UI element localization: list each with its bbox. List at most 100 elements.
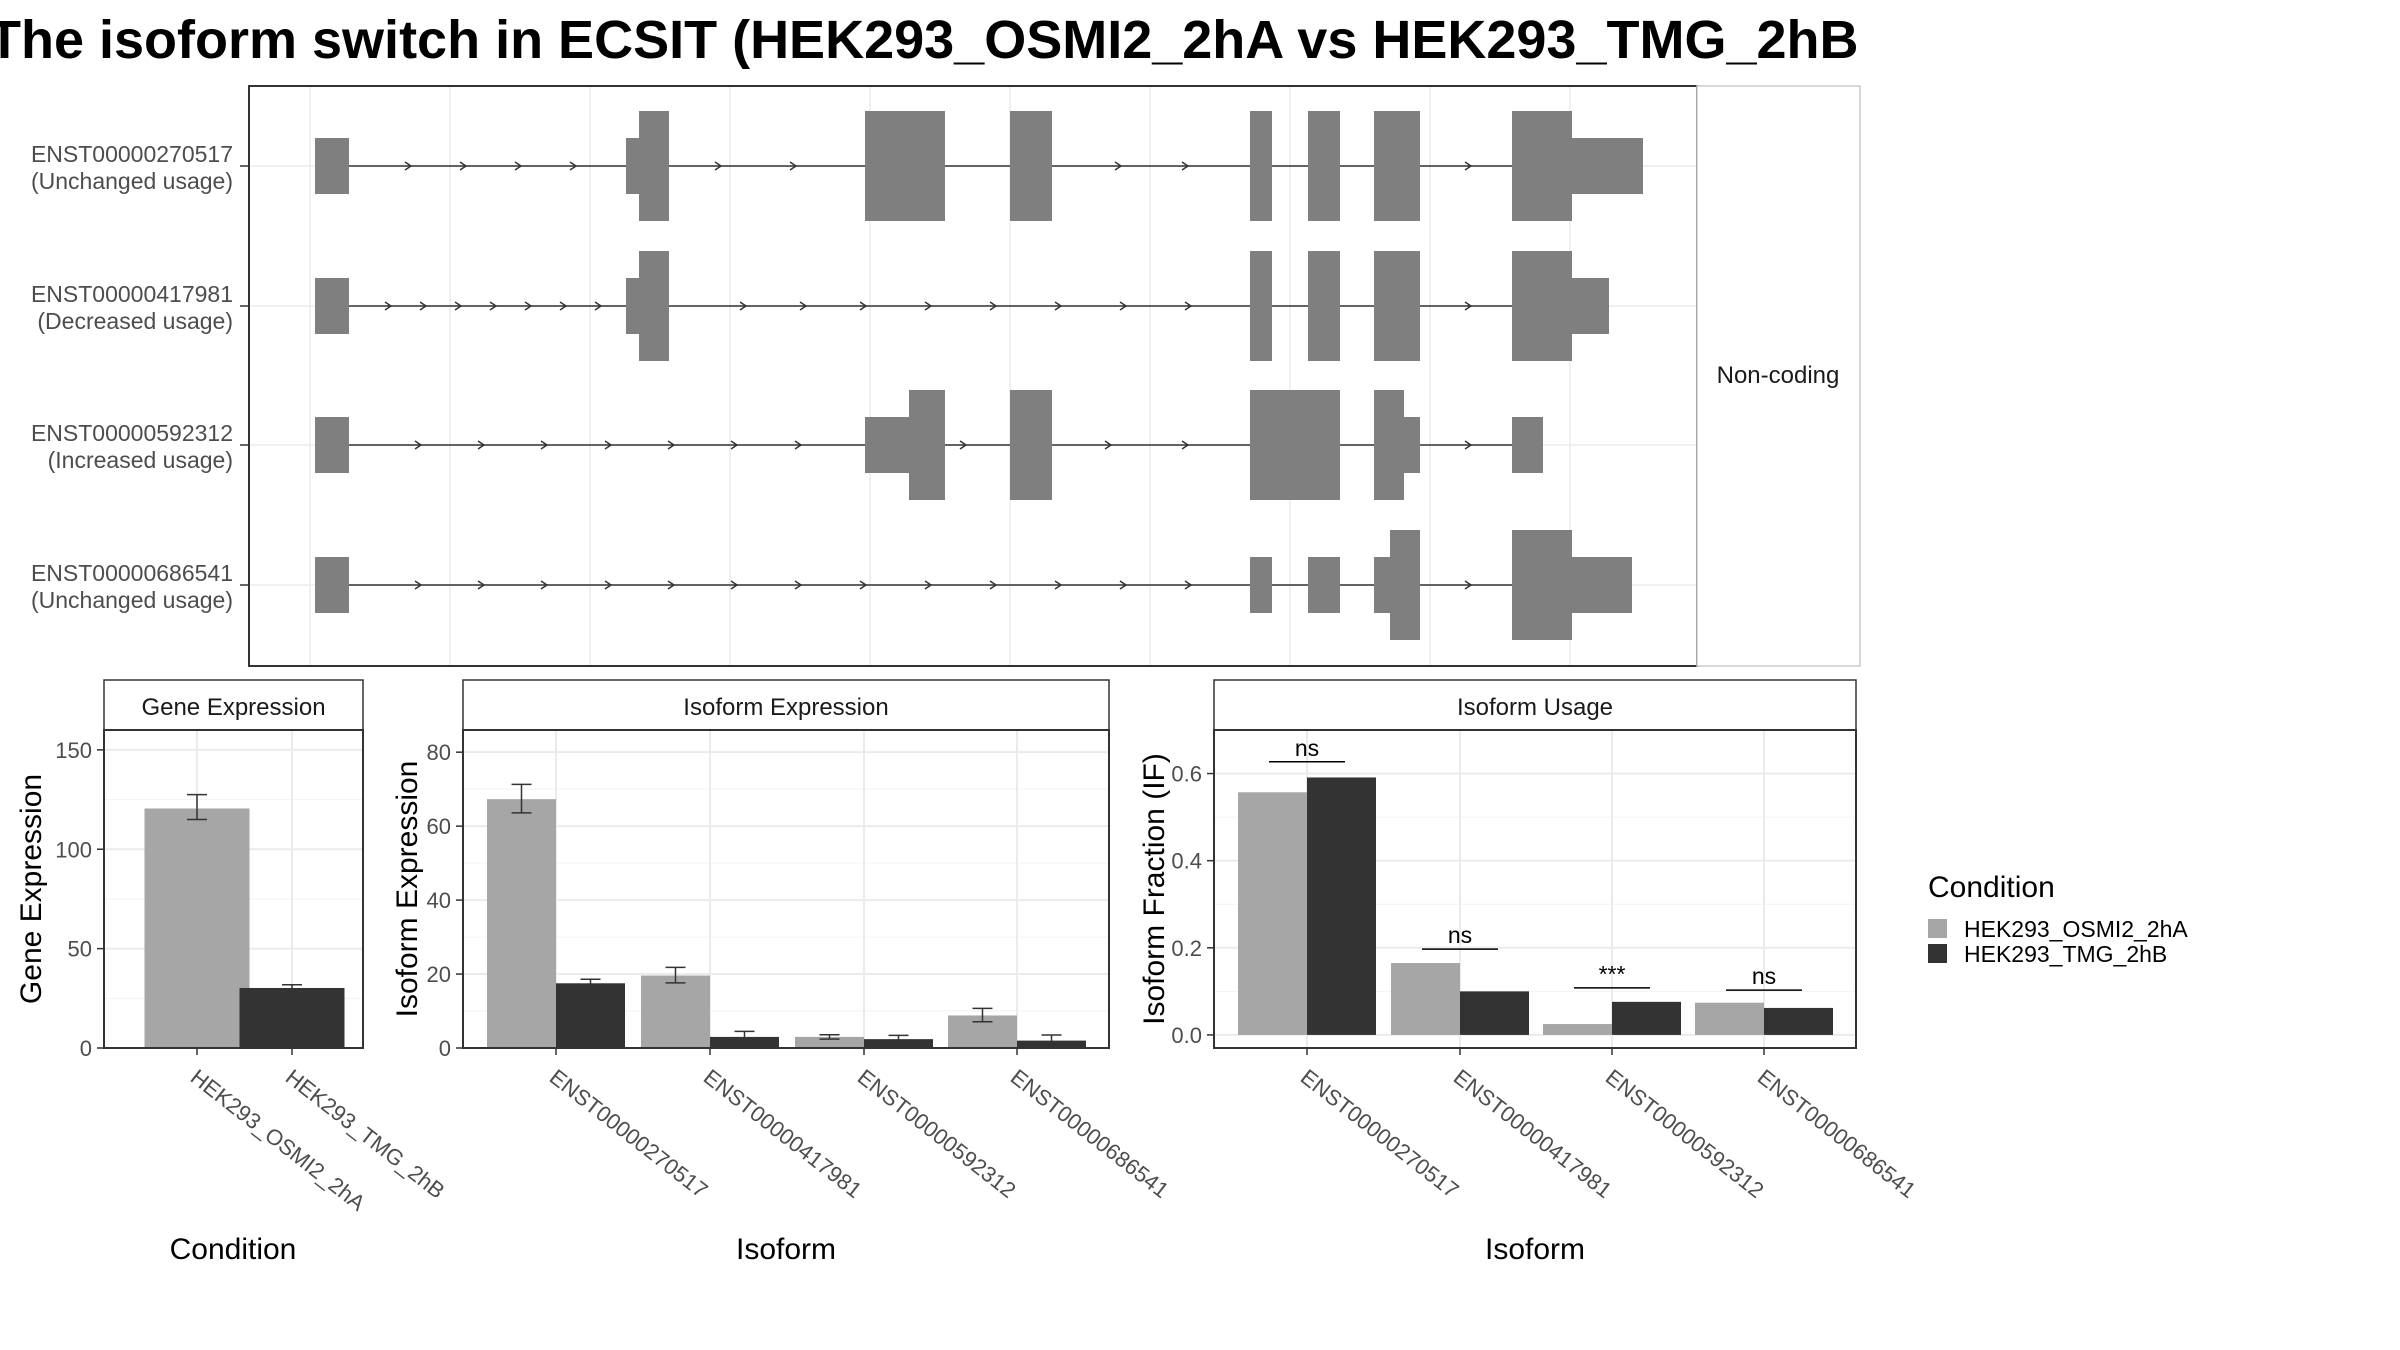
intron-arrow — [1181, 161, 1190, 171]
intron-arrow — [459, 161, 468, 171]
bar-ENST00000686541 — [1695, 1002, 1764, 1035]
panel-border — [1213, 729, 1857, 1049]
isoform-id-label: ENST00000417981 — [31, 281, 233, 307]
y-axis-title: Gene Expression — [15, 774, 48, 1004]
bar-ENST00000417981 — [1460, 991, 1529, 1035]
bar-ENST00000417981 — [1391, 963, 1460, 1035]
bar-ENST00000270517 — [1307, 777, 1376, 1035]
structure-transcripts — [315, 111, 1643, 640]
coding-exon — [1374, 390, 1404, 500]
error-bar — [580, 978, 601, 988]
bar-ENST00000270517 — [556, 983, 625, 1048]
intron-arrow — [1054, 301, 1063, 311]
intron-arrow — [794, 440, 803, 450]
coding-exon — [639, 251, 669, 361]
panel-border — [462, 729, 1110, 1049]
structure-plot-background — [249, 86, 1697, 666]
y-tick-label: 0 — [439, 1036, 451, 1061]
figure-title: The isoform switch in ECSIT (HEK293_OSMI… — [0, 10, 1859, 70]
legend-label-tmg: HEK293_TMG_2hB — [1964, 941, 2167, 967]
significance-label: *** — [1599, 961, 1626, 987]
coding-exon — [1250, 251, 1272, 361]
y-tick-label: 20 — [427, 962, 451, 987]
panel-border — [103, 729, 364, 1049]
isoform-structure-panel: Non-coding ENST00000270517(Unchanged usa… — [31, 85, 1861, 667]
error-bar — [187, 793, 207, 821]
coding-exon — [1250, 390, 1340, 500]
error-bar — [282, 984, 302, 993]
transcript-ENST00000686541 — [315, 530, 1632, 640]
x-tick-label: ENST00000417981 — [1449, 1064, 1617, 1203]
intron-arrow — [799, 301, 808, 311]
intron-arrow — [959, 440, 968, 450]
intron-arrow — [454, 301, 463, 311]
bar-ENST00000417981 — [641, 975, 710, 1048]
intron-arrow — [739, 301, 748, 311]
panel-strip — [462, 679, 1110, 731]
intron-arrow — [794, 580, 803, 590]
y-tick-label: 0.6 — [1171, 762, 1202, 787]
bar-ENST00000270517 — [1238, 792, 1307, 1035]
panel-strip — [1213, 679, 1857, 731]
bar-ENST00000592312 — [864, 1039, 933, 1048]
y-tick-label: 0.4 — [1171, 849, 1202, 874]
bar-ENST00000592312 — [1612, 1001, 1681, 1035]
bar-ENST00000686541 — [1764, 1007, 1833, 1035]
intron-arrow — [714, 161, 723, 171]
intron-arrow — [569, 161, 578, 171]
panel-title: Isoform Expression — [683, 694, 888, 721]
x-tick-label: HEK293_OSMI2_2hA — [186, 1064, 370, 1216]
utr-exon — [315, 138, 349, 194]
transcript-ENST00000417981 — [315, 251, 1609, 361]
utr-exon — [1572, 278, 1609, 334]
error-bar — [819, 1033, 840, 1040]
isoform-usage-label: (Unchanged usage) — [31, 587, 233, 613]
legend-swatch-osmi2 — [1928, 919, 1947, 938]
intron-arrow — [477, 580, 486, 590]
x-tick-label: ENST00000592312 — [1601, 1064, 1769, 1203]
bar-panels: Gene Expression 0 50 100 150 HEK293_OSMI2_2hA… — [15, 679, 1921, 1266]
intron-arrow — [540, 580, 549, 590]
utr-exon — [1572, 557, 1632, 613]
isoform-usage-label: (Unchanged usage) — [31, 168, 233, 194]
intron-arrow — [604, 580, 613, 590]
panel-title: Gene Expression — [141, 694, 325, 721]
panel-isoform-usage: Isoform Usage ns ns *** ns 0.0 0.2 0.4 0.6 ENST00… — [1138, 679, 1921, 1266]
intron-arrow — [1464, 580, 1473, 590]
intron-arrow — [594, 301, 603, 311]
isoform-usage-label: (Increased usage) — [48, 447, 233, 473]
intron-arrow — [419, 301, 428, 311]
coding-exon — [1374, 251, 1420, 361]
legend-label-osmi2: HEK293_OSMI2_2hA — [1964, 916, 2188, 942]
utr-exon — [1512, 417, 1543, 473]
isoform-id-label: ENST00000592312 — [31, 420, 233, 446]
y-tick-label: 100 — [55, 837, 92, 862]
intron-arrow — [604, 440, 613, 450]
intron-arrow — [1181, 440, 1190, 450]
intron-arrow — [384, 301, 393, 311]
x-tick-label: ENST00000686541 — [1006, 1064, 1174, 1203]
intron-arrow — [540, 440, 549, 450]
intron-arrow — [859, 580, 868, 590]
y-tick-label: 0.2 — [1171, 936, 1202, 961]
utr-exon — [626, 138, 639, 194]
intron-arrow — [859, 301, 868, 311]
coding-exon — [1308, 111, 1340, 221]
intron-arrow — [1464, 301, 1473, 311]
x-tick-label: ENST00000592312 — [853, 1064, 1021, 1203]
y-tick-label: 80 — [427, 740, 451, 765]
utr-exon — [315, 278, 349, 334]
coding-exon — [1308, 251, 1340, 361]
coding-exon — [1512, 111, 1572, 221]
coding-exon — [1374, 111, 1420, 221]
significance-label: ns — [1295, 735, 1319, 761]
panel-isoform-expression: Isoform Expression 0 20 40 60 80 ENST000002705… — [391, 679, 1174, 1266]
isoform-labels: ENST00000270517(Unchanged usage)ENST0000… — [31, 141, 249, 613]
y-tick-label: 0 — [80, 1036, 92, 1061]
intron-arrow — [989, 580, 998, 590]
utr-exon — [315, 417, 349, 473]
x-tick-label: ENST00000686541 — [1753, 1064, 1921, 1203]
error-bar — [1041, 1034, 1062, 1046]
error-bar — [888, 1034, 909, 1044]
y-axis-title: Isoform Fraction (IF) — [1138, 753, 1171, 1025]
